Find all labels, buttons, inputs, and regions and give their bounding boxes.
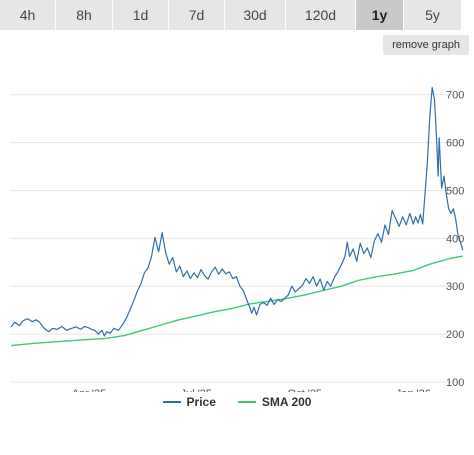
x-tick-label: Jan '26 xyxy=(396,388,431,392)
legend-label: Price xyxy=(186,395,216,409)
x-tick-label: Oct '25 xyxy=(288,388,323,392)
tab-8h[interactable]: 8h xyxy=(56,0,113,30)
tab-120d[interactable]: 120d xyxy=(286,0,356,30)
x-tick-label: Apr '25 xyxy=(72,388,107,392)
tab-1d[interactable]: 1d xyxy=(113,0,169,30)
tab-30d[interactable]: 30d xyxy=(225,0,286,30)
y-tick-label: 100 xyxy=(446,377,464,389)
grid-lines xyxy=(10,94,464,383)
tab-7d[interactable]: 7d xyxy=(169,0,225,30)
legend-item-price[interactable]: Price xyxy=(162,395,216,409)
series-line-sma-200 xyxy=(11,255,463,347)
x-tick-label: Jul '25 xyxy=(181,388,212,392)
y-tick-label: 700 xyxy=(446,90,464,102)
tick-labels: 100 200 300 400 500 600 700 Apr '25 Jul '25 Oct '… xyxy=(72,90,465,392)
remove-graph-button[interactable]: remove graph xyxy=(383,35,469,55)
legend-label: SMA 200 xyxy=(261,395,312,409)
y-tick-label: 600 xyxy=(446,138,464,150)
legend-item-sma-200[interactable]: SMA 200 xyxy=(237,395,312,409)
series-line-price xyxy=(10,86,464,337)
tab-1y[interactable]: 1y xyxy=(356,0,404,30)
range-tabs: 4h 8h 1d 7d 30d 120d 1y 5y xyxy=(0,0,474,30)
series-layer xyxy=(10,86,464,347)
legend: Price SMA 200 xyxy=(0,392,474,412)
legend-swatch xyxy=(237,401,256,403)
y-tick-label: 200 xyxy=(446,329,464,341)
y-tick-label: 500 xyxy=(446,185,464,197)
price-chart: 100 200 300 400 500 600 700 Apr '25 Jul '25 Oct '… xyxy=(10,86,465,392)
tab-4h[interactable]: 4h xyxy=(0,0,56,30)
y-tick-label: 300 xyxy=(446,281,464,293)
tab-5y[interactable]: 5y xyxy=(404,0,462,30)
legend-swatch xyxy=(162,401,181,403)
y-tick-label: 400 xyxy=(446,233,464,245)
